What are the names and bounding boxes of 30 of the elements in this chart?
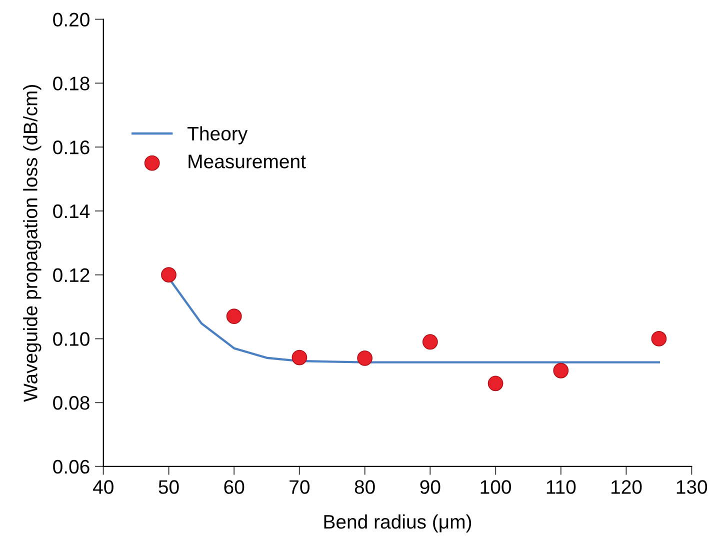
x-tick-label: 70 xyxy=(290,480,310,494)
point xyxy=(553,362,569,378)
x-tick-label: 100 xyxy=(480,480,511,494)
x-tick-label: 60 xyxy=(224,480,244,494)
x-tick-label: 80 xyxy=(354,480,375,494)
point xyxy=(161,267,176,283)
y-tick-label: 0.16 xyxy=(53,140,90,154)
legend-label: Measurement xyxy=(188,154,306,168)
y-tick-label: 0.18 xyxy=(53,76,90,90)
x-tick-label: 90 xyxy=(420,480,440,494)
y-tick-label: 0.10 xyxy=(53,332,90,346)
x-axis-title: Bend radius (μm) xyxy=(324,514,472,533)
y-tick-label: 0.08 xyxy=(53,396,90,410)
legend-label: Theory xyxy=(188,126,248,144)
point xyxy=(422,334,438,350)
x-tick-label: 50 xyxy=(158,480,179,494)
point xyxy=(488,376,504,392)
x-tick-label: 40 xyxy=(93,480,114,494)
point xyxy=(357,350,373,366)
y-axis-title: Waveguide propagation loss (dB/cm) xyxy=(23,85,42,402)
y-tick-label: 0.06 xyxy=(53,460,90,474)
x-tick-label: 130 xyxy=(676,480,708,494)
x-tick-label: 110 xyxy=(546,480,576,494)
point xyxy=(651,330,667,346)
y-tick-label: 0.14 xyxy=(53,204,90,218)
x-tick-label: 120 xyxy=(612,480,642,494)
y-tick-label: 0.20 xyxy=(53,12,90,27)
y-tick-label: 0.12 xyxy=(53,268,90,282)
point xyxy=(292,350,308,366)
point xyxy=(226,308,242,324)
